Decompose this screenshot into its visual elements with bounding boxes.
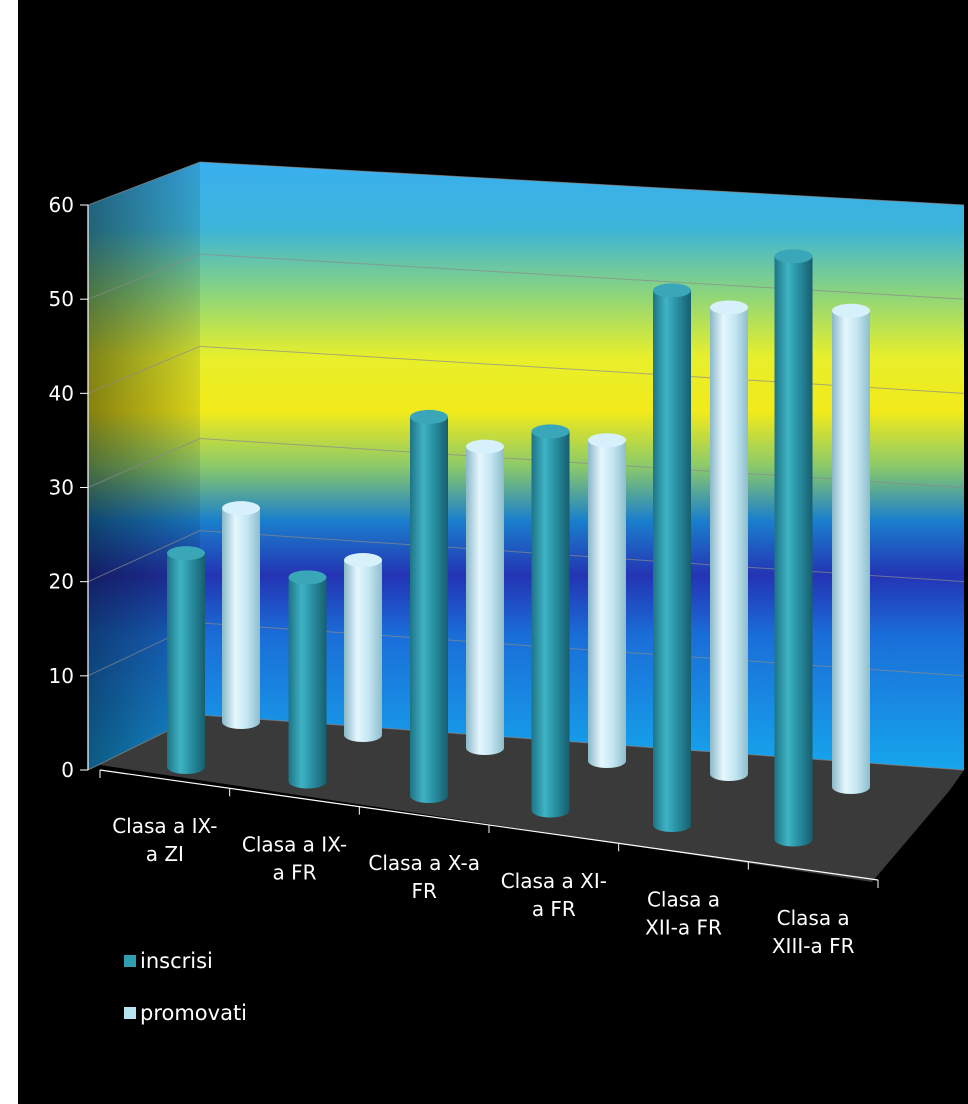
bar-top	[222, 501, 260, 516]
bar-body	[466, 446, 504, 755]
bar-body	[344, 560, 382, 742]
left-border	[0, 0, 18, 1104]
x-tick-label: XII-a FR	[645, 916, 722, 940]
bar-inscrisi-0	[167, 546, 205, 774]
x-tick-label: Clasa a	[777, 906, 850, 930]
bar-top	[774, 249, 813, 264]
x-tick-label: Clasa a XI-	[501, 869, 607, 893]
gridline	[87, 530, 965, 583]
x-tick-label: Clasa a	[647, 888, 720, 912]
bar-promovati-2	[466, 439, 504, 755]
y-tick-label: 20	[49, 570, 74, 594]
y-axis: 0 10 20 30 40 50 60	[49, 193, 89, 782]
gridline	[87, 161, 965, 206]
bar-body	[832, 310, 870, 794]
x-tick-label: XIII-a FR	[772, 934, 855, 958]
legend: inscrisi promovati	[124, 935, 247, 1039]
bar-inscrisi-4	[653, 283, 691, 832]
legend-item-inscrisi: inscrisi	[124, 935, 247, 987]
bar-top	[288, 570, 327, 585]
bar-top	[466, 439, 504, 454]
y-tick-label: 0	[61, 758, 74, 782]
legend-label-inscrisi: inscrisi	[140, 949, 213, 973]
bar-top	[531, 424, 570, 439]
bar-promovati-1	[344, 553, 382, 742]
bar-promovati-5	[832, 303, 870, 794]
bar-inscrisi-2	[410, 409, 448, 803]
x-tick-label: Clasa a X-a	[368, 851, 480, 875]
gridline	[87, 253, 965, 300]
legend-label-promovati: promovati	[140, 1001, 248, 1025]
x-tick-label: FR	[411, 879, 437, 903]
bar-inscrisi-1	[288, 570, 327, 789]
y-tick-label: 50	[49, 287, 74, 311]
x-tick-label: a FR	[272, 861, 316, 885]
bar-body	[653, 290, 691, 832]
y-tick-label: 60	[49, 193, 74, 217]
bar-top	[653, 283, 691, 298]
bar-body	[167, 553, 205, 774]
bar-body	[288, 577, 327, 789]
bar-top	[710, 300, 748, 315]
bar-promovati-4	[710, 300, 748, 781]
legend-swatch-promovati	[124, 1007, 136, 1019]
bar-top	[167, 546, 205, 561]
x-tick-label: Clasa a IX-	[112, 814, 217, 838]
bar-promovati-3	[588, 433, 626, 768]
bar-body	[774, 256, 813, 847]
y-tick-label: 30	[49, 476, 74, 500]
bar-body	[222, 508, 260, 729]
x-axis: Clasa a IX-a ZI Clasa a IX-a FR Clasa a X-…	[99, 769, 879, 958]
bars	[167, 249, 870, 847]
gridline	[87, 345, 965, 394]
bar-inscrisi-5	[774, 249, 813, 847]
bar-body	[588, 440, 626, 768]
x-tick-label: Clasa a IX-	[242, 833, 347, 857]
y-tick-label: 40	[49, 381, 74, 405]
gridline	[87, 437, 965, 488]
bar-promovati-0	[222, 501, 260, 729]
bar-top	[344, 553, 382, 568]
x-tick-label: a ZI	[146, 842, 184, 866]
legend-swatch-inscrisi	[124, 955, 136, 967]
bar-body	[710, 307, 748, 781]
bar-inscrisi-3	[531, 424, 570, 818]
bar-top	[588, 433, 626, 448]
legend-item-promovati: promovati	[124, 987, 247, 1039]
bar-top	[832, 303, 870, 318]
bar-body	[410, 416, 448, 803]
x-tick-label: a FR	[532, 897, 576, 921]
bar-top	[410, 409, 448, 424]
y-tick-label: 10	[49, 664, 74, 688]
back-wall	[200, 162, 964, 770]
bar-body	[531, 431, 570, 818]
